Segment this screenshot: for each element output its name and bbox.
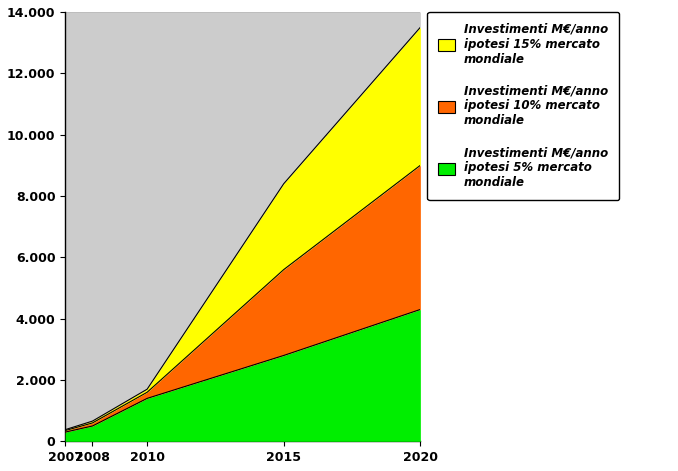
Legend: Investimenti M€/anno
ipotesi 15% mercato
mondiale, Investimenti M€/anno
ipotesi : Investimenti M€/anno ipotesi 15% mercato… <box>427 12 619 200</box>
